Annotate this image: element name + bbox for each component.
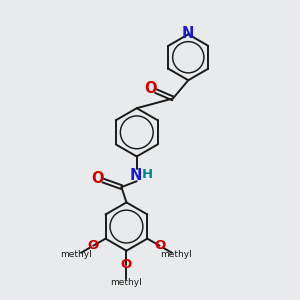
Text: O: O — [88, 239, 99, 252]
Text: methyl: methyl — [61, 250, 92, 259]
Text: methyl: methyl — [111, 278, 142, 287]
Text: H: H — [142, 168, 153, 181]
Text: methyl: methyl — [160, 250, 192, 259]
Text: O: O — [154, 239, 165, 252]
Text: O: O — [144, 81, 157, 96]
Text: O: O — [92, 171, 104, 186]
Text: N: N — [129, 168, 142, 183]
Text: O: O — [121, 258, 132, 271]
Text: N: N — [182, 26, 194, 40]
